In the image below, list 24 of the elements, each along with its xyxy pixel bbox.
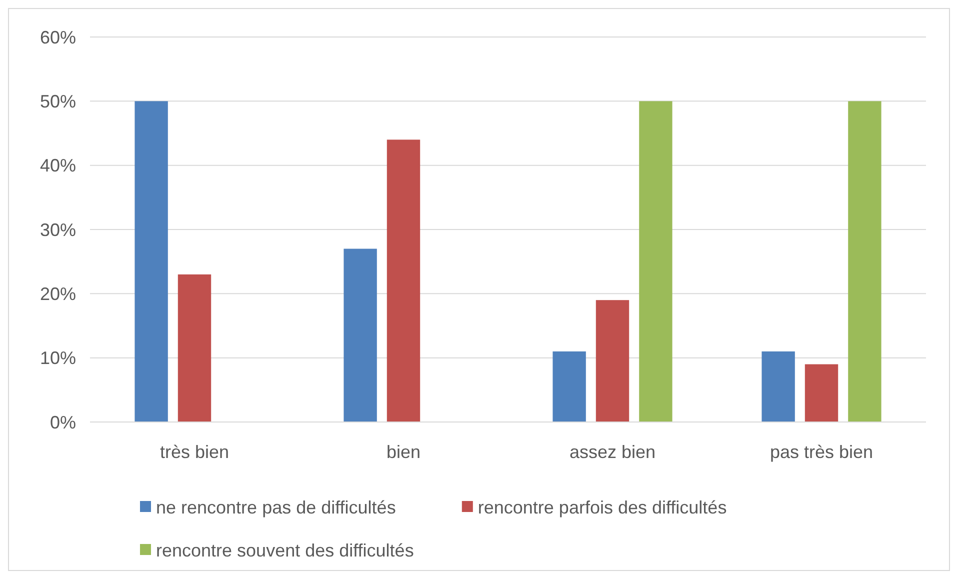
y-tick-label: 0%	[50, 412, 76, 432]
bar	[344, 248, 377, 422]
x-tick-label: très bien	[160, 442, 230, 462]
bar	[762, 351, 795, 422]
x-tick-label: bien	[386, 442, 421, 462]
legend-label: rencontre parfois des difficultés	[478, 497, 727, 518]
bar	[134, 101, 168, 422]
bar	[386, 140, 420, 422]
bar	[848, 101, 882, 422]
y-tick-label: 50%	[40, 91, 76, 112]
y-tick-label: 40%	[40, 156, 76, 176]
bar	[596, 300, 630, 422]
bar	[804, 364, 838, 422]
y-tick-label: 30%	[40, 220, 76, 240]
x-tick-label: assez bien	[569, 442, 656, 462]
legend-label: rencontre souvent des difficultés	[156, 540, 414, 560]
y-tick-label: 10%	[40, 348, 76, 368]
x-tick-label: pas très bien	[770, 442, 874, 462]
y-tick-label: 20%	[40, 284, 76, 304]
y-tick-label: 60%	[40, 27, 76, 48]
bar	[178, 274, 212, 422]
legend-label: ne rencontre pas de difficultés	[156, 497, 396, 518]
bar	[639, 101, 672, 422]
bar	[552, 351, 586, 422]
